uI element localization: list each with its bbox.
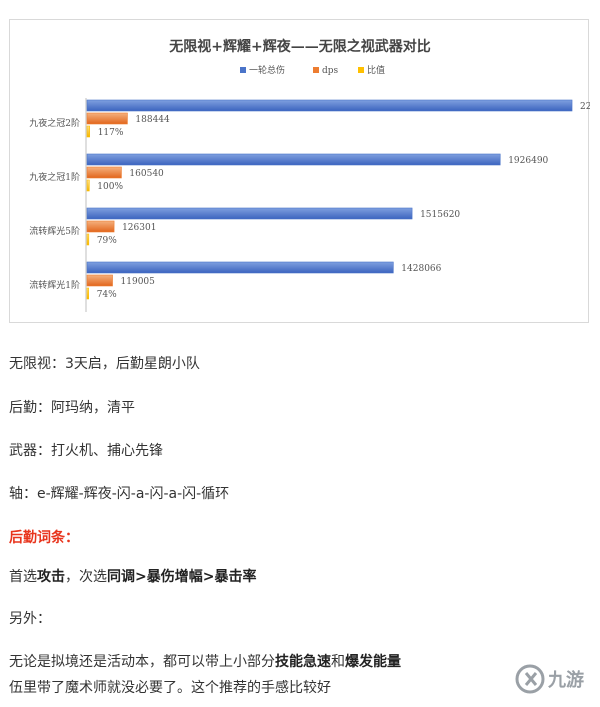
data-label: 100%	[97, 182, 123, 192]
data-label: 188444	[135, 115, 170, 125]
data-label: 126301	[122, 223, 156, 233]
category-label: 流转辉光1阶	[29, 279, 80, 291]
bar-ratio	[86, 233, 90, 246]
bar-total-damage	[86, 261, 394, 274]
data-label: 2261329	[580, 102, 590, 112]
legend-label: 一轮总伤	[249, 64, 285, 76]
data-label: 160540	[129, 169, 164, 179]
logo-ring-icon	[515, 664, 545, 694]
heading-text: 后勤词条：	[9, 530, 79, 546]
bar-dps	[86, 220, 115, 233]
data-label: 117%	[98, 128, 124, 138]
legend-label: dps	[322, 66, 339, 76]
bar-dps	[86, 274, 113, 287]
rotation-line: 轴：e-辉耀-辉夜-闪-a-闪-a-闪-循环	[9, 486, 230, 502]
weapon-line: 武器：打火机、捕心先锋	[9, 443, 163, 459]
category-label: 九夜之冠2阶	[29, 117, 80, 129]
category-label: 流转辉光5阶	[29, 225, 80, 237]
bar-total-damage	[86, 207, 413, 220]
priority-text-2: ，次选	[65, 569, 107, 585]
data-label: 1515620	[420, 210, 460, 220]
legend-swatch	[313, 67, 319, 73]
legend-label: 比值	[367, 64, 385, 76]
bar-total-damage	[86, 99, 573, 112]
data-label: 74%	[97, 290, 117, 300]
data-label: 79%	[97, 236, 117, 246]
note-bold-1: 技能急速	[275, 654, 331, 670]
note-text-2: 和	[331, 654, 345, 670]
priority-bold-1: 攻击	[37, 569, 65, 585]
note-line-2: 伍里带了魔术师就没必要了。这个推荐的手感比较好	[9, 680, 331, 696]
watermark-text: 九游	[547, 669, 584, 691]
site-watermark-logo: 九游	[512, 659, 592, 699]
support-stats-heading: 后勤词条：	[9, 527, 79, 547]
support-line: 后勤：阿玛纳，清平	[9, 400, 135, 416]
category-label: 九夜之冠1阶	[29, 171, 80, 183]
also-line: 另外：	[9, 611, 51, 627]
bar-dps	[86, 112, 128, 125]
bar-ratio	[86, 287, 90, 300]
priority-text-1: 首选	[9, 569, 37, 585]
stat-priority-line: 首选攻击，次选同调>暴伤增幅>暴击率	[9, 566, 256, 586]
bar-total-damage	[86, 153, 501, 166]
note-text-1: 无论是拟境还是活动本，都可以带上小部分	[9, 654, 275, 670]
priority-bold-2: 同调>暴伤增幅>暴击率	[107, 569, 257, 585]
data-label: 1428066	[401, 264, 441, 274]
note-bold-2: 爆发能量	[345, 654, 401, 670]
legend-swatch	[358, 67, 364, 73]
bar-dps	[86, 166, 122, 179]
bar-ratio	[86, 125, 90, 138]
note-line-1: 无论是拟境还是活动本，都可以带上小部分技能急速和爆发能量	[9, 651, 401, 671]
chart-title: 无限视+辉耀+辉夜——无限之视武器对比	[168, 38, 430, 55]
team-line: 无限视：3天启，后勤星朗小队	[9, 356, 200, 372]
data-label: 119005	[121, 277, 156, 287]
legend-swatch	[240, 67, 246, 73]
bar-ratio	[86, 179, 90, 192]
data-label: 1926490	[508, 156, 548, 166]
